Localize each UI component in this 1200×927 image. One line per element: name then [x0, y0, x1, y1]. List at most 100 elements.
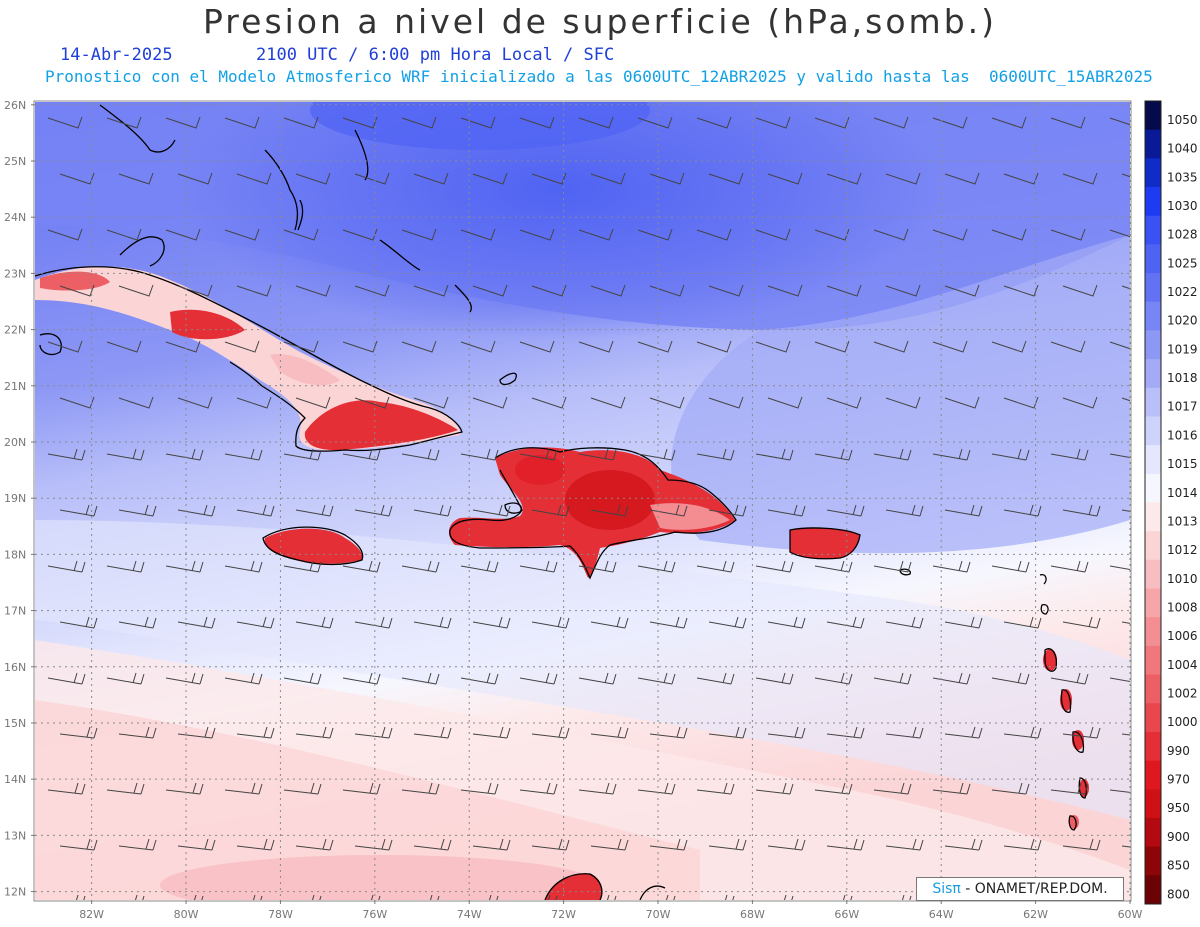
wind-barb: [708, 284, 744, 297]
colorbar-swatch: [1145, 846, 1161, 876]
wind-barb: [106, 782, 145, 795]
latitude-label: 19N: [4, 492, 26, 505]
wind-barb: [236, 504, 275, 517]
forecast-time: 2100 UTC / 6:00 pm Hora Local / SFC: [256, 45, 615, 65]
wind-barb: [590, 616, 629, 629]
colorbar-swatch: [1145, 703, 1161, 733]
wind-barb: [696, 448, 735, 461]
wind-barb: [342, 228, 378, 241]
wind-barb: [401, 116, 437, 129]
wind-barb: [236, 726, 275, 739]
wind-barb: [224, 340, 260, 353]
colorbar-label: 970: [1167, 773, 1190, 787]
wind-barb: [354, 396, 390, 409]
wind-barb: [177, 616, 216, 629]
wind-barb: [1003, 616, 1042, 629]
colorbar-label: 1025: [1167, 256, 1198, 270]
wind-barb: [826, 172, 862, 185]
wind-barb: [118, 726, 157, 739]
wind-barb: [826, 726, 865, 739]
colorbar-label: 1008: [1167, 600, 1198, 614]
wind-barb: [134, 894, 145, 900]
wind-barb: [118, 284, 154, 297]
wind-barb: [224, 228, 260, 241]
wind-barb: [59, 726, 98, 739]
wind-barb: [165, 560, 204, 573]
wind-barb: [873, 560, 912, 573]
wind-barb: [519, 448, 558, 461]
wind-barb: [283, 448, 322, 461]
wind-barb: [1003, 396, 1039, 409]
wind-barb: [991, 560, 1030, 573]
wind-barb: [460, 672, 499, 685]
wind-barb: [1050, 448, 1089, 461]
wind-barb: [1121, 621, 1130, 624]
wind-barb: [649, 172, 685, 185]
wind-barb: [547, 894, 558, 900]
wind-barb: [401, 448, 440, 461]
wind-barb: [944, 396, 980, 409]
colorbar-swatch: [1145, 559, 1161, 590]
wind-barb: [755, 672, 794, 685]
wind-barb: [696, 560, 735, 573]
wind-barb: [106, 448, 145, 461]
colorbar-swatch: [1145, 101, 1161, 131]
colorbar-label: 1017: [1167, 400, 1198, 414]
wind-barb: [826, 504, 865, 517]
wind-barb: [413, 504, 452, 517]
wind-barb: [283, 116, 319, 129]
latitude-label: 14N: [4, 773, 26, 786]
lat-lon-grid: [35, 102, 1131, 900]
wind-barb: [885, 838, 924, 851]
wind-barb: [708, 616, 747, 629]
wind-barb: [991, 340, 1027, 353]
wind-barb: [1003, 284, 1039, 297]
wind-barb: [767, 838, 806, 851]
colorbar-swatch: [1145, 330, 1161, 360]
colorbar-label: 1040: [1167, 142, 1198, 156]
wind-barb: [944, 616, 983, 629]
wind-barb: [59, 616, 98, 629]
wind-barb: [885, 172, 921, 185]
wind-barb: [1050, 560, 1089, 573]
wind-barb: [991, 672, 1030, 685]
wind-barb: [1109, 229, 1130, 238]
wind-barb: [472, 172, 508, 185]
wind-barb: [413, 838, 452, 851]
wind-barb: [826, 838, 865, 851]
wind-barb: [1109, 565, 1130, 571]
wind-barb: [767, 616, 806, 629]
wind-barb: [236, 396, 272, 409]
wind-barb: [814, 672, 853, 685]
wind-barb: [47, 228, 83, 241]
colorbar-swatch: [1145, 674, 1161, 704]
latitude-label: 16N: [4, 661, 26, 674]
wind-barb: [488, 894, 499, 900]
longitude-label: 62W: [1023, 908, 1048, 921]
wind-barb: [932, 116, 968, 129]
wind-barb: [342, 340, 378, 353]
colorbar-swatch: [1145, 387, 1161, 417]
wind-barb: [814, 340, 850, 353]
wind-barb: [59, 504, 98, 517]
wind-barb: [708, 838, 747, 851]
wind-barb: [578, 448, 617, 461]
wind-barb: [932, 340, 968, 353]
wind-barb: [932, 782, 971, 795]
wind-barb: [901, 894, 912, 900]
wind-barb: [519, 672, 558, 685]
forecast-date: 14-Abr-2025: [60, 45, 173, 65]
wind-barb: [472, 726, 511, 739]
colorbar-label: 1028: [1167, 228, 1198, 242]
colorbar-label: 1035: [1167, 170, 1198, 184]
wind-barb: [283, 228, 319, 241]
credit-brand: Sisπ: [932, 881, 961, 897]
colorbar-swatch: [1145, 445, 1161, 475]
wind-barb: [165, 116, 201, 129]
colorbar-label: 1002: [1167, 687, 1198, 701]
wind-barb: [165, 782, 204, 795]
longitude-label: 60W: [1118, 908, 1143, 921]
wind-barb: [401, 672, 440, 685]
wind-barb: [1109, 453, 1130, 459]
colorbar-label: 1006: [1167, 629, 1198, 643]
